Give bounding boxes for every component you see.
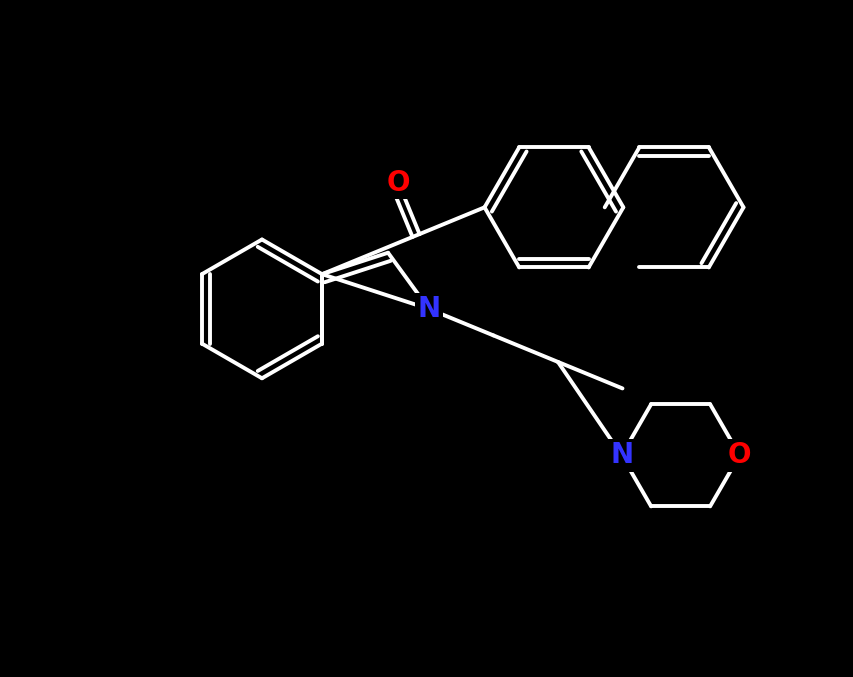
Text: O: O xyxy=(386,169,410,197)
Text: N: N xyxy=(609,441,632,469)
Text: O: O xyxy=(727,441,751,469)
Text: N: N xyxy=(417,295,440,323)
